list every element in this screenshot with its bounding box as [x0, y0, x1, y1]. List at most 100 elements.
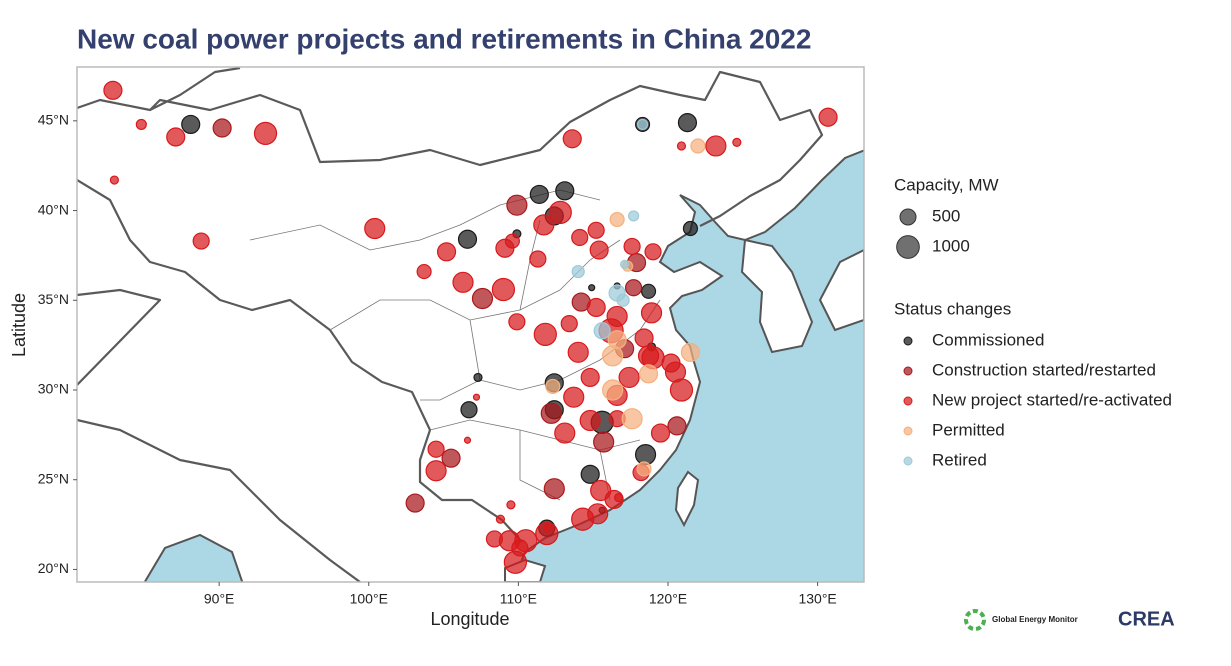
point — [460, 401, 478, 419]
point — [589, 240, 609, 260]
x-tick-label: 110°E — [500, 591, 537, 607]
point — [676, 141, 687, 151]
point — [166, 127, 186, 147]
legend-key — [903, 366, 913, 376]
y-tick-label: 20°N — [38, 560, 69, 576]
point — [529, 250, 547, 268]
point — [705, 135, 727, 157]
point — [543, 523, 553, 533]
legend-label: Commissioned — [932, 330, 1044, 349]
point — [732, 137, 742, 147]
point — [457, 229, 478, 249]
point — [618, 366, 640, 389]
x-tick-label: 130°E — [798, 591, 836, 607]
point — [529, 184, 549, 204]
point — [593, 322, 611, 340]
point — [548, 200, 572, 224]
taiwan — [674, 470, 700, 528]
point — [614, 493, 624, 503]
x-tick-label: 90°E — [204, 591, 235, 607]
point — [545, 378, 561, 394]
point — [192, 232, 210, 250]
point — [580, 367, 600, 388]
point — [627, 210, 640, 222]
point — [567, 341, 589, 363]
point — [364, 217, 386, 240]
point — [135, 118, 147, 131]
logo: Global Energy Monitor CREA — [964, 608, 1175, 631]
size-legend-label: 500 — [932, 206, 960, 225]
point — [441, 448, 461, 468]
korea — [740, 238, 814, 354]
legend-key — [903, 336, 913, 346]
point — [181, 114, 201, 135]
point — [640, 302, 663, 324]
point — [508, 313, 526, 331]
size-legend-label: 1000 — [932, 236, 970, 255]
point — [436, 242, 457, 262]
y-tick-label: 25°N — [38, 470, 69, 486]
point — [588, 284, 596, 292]
point — [491, 277, 516, 302]
point — [427, 440, 445, 458]
legend-label: Retired — [932, 450, 987, 469]
size-legend-key — [896, 235, 920, 259]
japan — [818, 248, 864, 332]
point — [580, 464, 600, 484]
point — [563, 386, 585, 408]
legend-key — [903, 426, 913, 436]
point — [506, 194, 528, 216]
logo-icon — [964, 609, 986, 631]
size-legend-title: Capacity, MW — [894, 175, 999, 194]
chart-title: New coal power projects and retirements … — [77, 23, 811, 54]
point — [540, 402, 562, 424]
y-tick-label: 35°N — [38, 291, 69, 307]
point — [682, 220, 699, 237]
country-border — [77, 67, 824, 227]
point — [560, 314, 578, 333]
point — [640, 283, 657, 299]
point — [555, 181, 575, 201]
y-tick-label: 40°N — [38, 201, 69, 217]
point — [463, 436, 472, 444]
point — [677, 113, 698, 133]
point — [587, 221, 605, 239]
x-tick-label: 100°E — [350, 591, 388, 607]
point — [471, 287, 494, 310]
logo-text: Global Energy Monitor — [992, 615, 1078, 624]
point — [543, 478, 565, 500]
point — [416, 263, 432, 280]
point — [212, 118, 232, 138]
point — [634, 328, 654, 348]
point — [624, 279, 643, 297]
y-tick-label: 30°N — [38, 381, 69, 397]
point — [506, 500, 516, 510]
point — [637, 345, 660, 367]
point — [103, 80, 123, 100]
point — [473, 372, 483, 383]
bay-of-bengal — [143, 533, 244, 582]
point — [621, 408, 643, 430]
country-border — [77, 288, 361, 582]
point — [533, 322, 557, 347]
y-axis-label: Latitude — [9, 293, 29, 357]
point — [669, 378, 694, 402]
point — [606, 305, 628, 328]
point — [571, 264, 585, 279]
point — [638, 364, 659, 384]
legend-label: New project started/re-activated — [932, 390, 1172, 409]
point — [554, 422, 576, 444]
point — [109, 175, 120, 185]
point — [644, 243, 662, 261]
point — [571, 507, 595, 531]
point — [405, 493, 425, 513]
point — [503, 550, 528, 574]
point — [636, 461, 652, 477]
point — [485, 530, 504, 548]
country-border — [77, 179, 523, 543]
point — [636, 118, 649, 131]
point — [650, 423, 671, 443]
legend-label: Construction started/restarted — [932, 360, 1156, 379]
points — [103, 80, 838, 574]
